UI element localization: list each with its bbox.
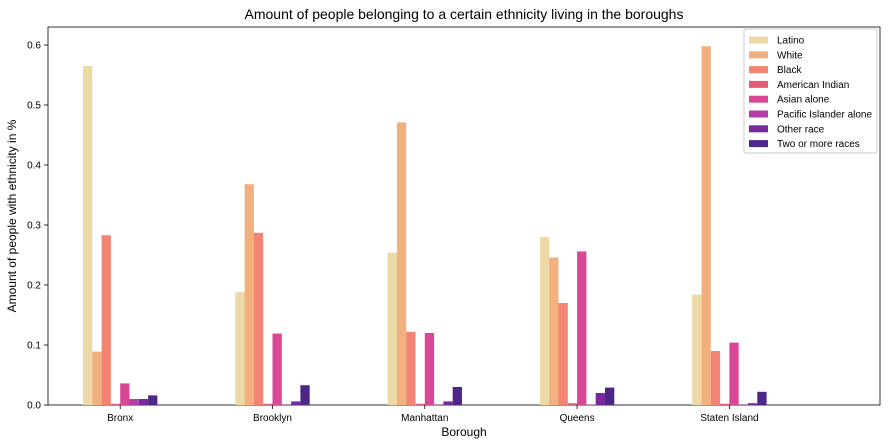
legend-label: Other race [777,124,825,135]
legend-label: White [777,50,803,61]
y-tick-label: 0.5 [27,101,41,112]
bar [263,403,273,405]
legend-box [743,28,878,154]
bar [244,184,254,405]
bar [235,292,245,405]
bar [692,294,702,405]
bar [720,403,730,405]
x-tick-label: Brooklyn [253,413,292,424]
y-tick-label: 0.2 [27,281,41,292]
legend-swatch [749,51,768,59]
bar [549,257,559,405]
bar [757,391,767,405]
bar [110,403,121,405]
y-tick-label: 0.4 [27,161,41,172]
bar [558,303,568,405]
bar [396,122,407,406]
y-tick-label: 0.3 [27,221,41,232]
legend: Latino White Black American Indian Asian alo… [743,28,878,154]
legend-label: American Indian [777,80,849,91]
bar [539,237,550,405]
bar [272,333,282,405]
y-axis-label: Amount of people with ethnicity in % [5,119,19,312]
x-tick-label: Manhattan [401,413,448,424]
legend-swatch [749,110,768,118]
bar [387,252,397,405]
bar [83,66,93,405]
legend-label: Pacific Islander alone [777,110,872,121]
plot-area [47,26,881,406]
bar [605,387,615,405]
bar [567,403,578,405]
legend-label: Two or more races [777,139,860,150]
legend-swatch [749,125,768,133]
bar [577,251,587,405]
legend-swatch [749,95,768,103]
x-axis-label: Borough [441,425,486,439]
bar [729,342,739,405]
bar [443,401,453,405]
bar [92,351,102,405]
legend-label: Black [777,65,802,76]
bar [291,401,301,405]
legend-swatch [749,140,768,148]
x-tick-label: Staten Island [700,413,758,424]
bar [101,235,111,405]
bar [710,351,721,405]
y-tick-label: 0.0 [27,401,41,412]
bar [129,399,139,405]
bar [253,232,264,405]
y-tick-label: 0.1 [27,341,41,352]
bar [424,333,435,405]
bar [406,331,416,405]
bar [120,383,130,405]
plot-frame [47,26,881,406]
bar [595,393,605,405]
bar [415,403,425,405]
bar [148,395,158,405]
legend-label: Asian alone [777,95,830,106]
x-tick-label: Queens [560,413,595,424]
bar [300,385,310,405]
y-axis: 0.0 0.1 0.2 0.3 0.4 0.5 0.6 [27,41,48,412]
legend-swatch [749,36,768,44]
y-tick-label: 0.6 [27,41,41,52]
legend-swatch [749,80,768,88]
bars [83,46,767,406]
x-axis: Bronx Brooklyn Manhattan Queens Staten Islan… [107,405,759,424]
x-tick-label: Bronx [107,413,133,424]
legend-swatch [749,66,768,74]
bar [748,403,758,405]
bar [138,399,149,405]
chart-title: Amount of people belonging to a certain … [245,6,684,22]
bar [701,46,711,405]
legend-label: Latino [777,36,805,47]
bar [452,387,462,405]
